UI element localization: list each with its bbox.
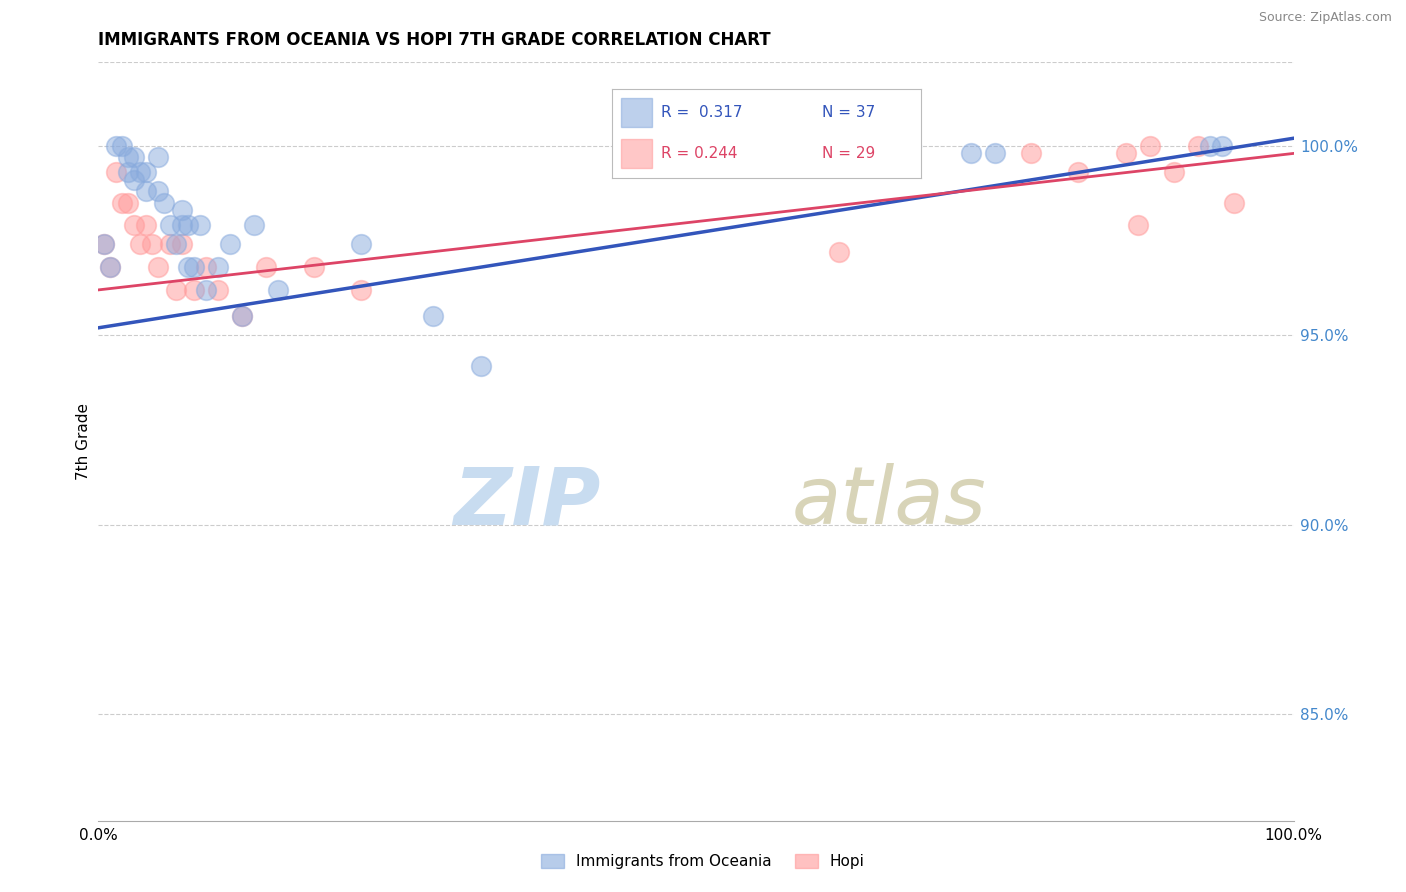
- Point: [1019, 146, 1042, 161]
- Point: [148, 260, 170, 274]
- Text: IMMIGRANTS FROM OCEANIA VS HOPI 7TH GRADE CORRELATION CHART: IMMIGRANTS FROM OCEANIA VS HOPI 7TH GRAD…: [98, 31, 770, 49]
- Point: [105, 138, 128, 153]
- Point: [159, 237, 181, 252]
- Text: N = 29: N = 29: [823, 146, 875, 161]
- Point: [1187, 138, 1209, 153]
- Point: [1128, 219, 1150, 233]
- Point: [141, 237, 163, 252]
- Point: [98, 260, 122, 274]
- Point: [172, 203, 194, 218]
- Point: [93, 237, 115, 252]
- Point: [422, 310, 444, 324]
- Point: [267, 283, 290, 297]
- Point: [1163, 165, 1185, 179]
- Point: [93, 237, 115, 252]
- Point: [302, 260, 325, 274]
- Point: [183, 260, 205, 274]
- Point: [148, 150, 170, 164]
- Point: [105, 165, 128, 179]
- Point: [111, 138, 134, 153]
- Point: [165, 237, 187, 252]
- Point: [172, 219, 194, 233]
- Point: [207, 260, 229, 274]
- Point: [219, 237, 242, 252]
- Point: [183, 283, 205, 297]
- Point: [129, 165, 152, 179]
- Point: [172, 237, 194, 252]
- Point: [828, 244, 851, 259]
- Bar: [621, 98, 652, 127]
- Point: [129, 237, 152, 252]
- Point: [135, 184, 157, 198]
- Point: [98, 260, 122, 274]
- Point: [111, 195, 134, 210]
- Point: [195, 283, 218, 297]
- Point: [195, 260, 218, 274]
- Point: [350, 237, 373, 252]
- Point: [1211, 138, 1233, 153]
- Point: [117, 165, 139, 179]
- Point: [177, 260, 200, 274]
- Point: [231, 310, 253, 324]
- Point: [865, 138, 887, 153]
- Point: [900, 138, 922, 153]
- Point: [117, 150, 139, 164]
- Point: [1115, 146, 1137, 161]
- Point: [1139, 138, 1161, 153]
- Point: [984, 146, 1007, 161]
- Text: ZIP: ZIP: [453, 463, 600, 541]
- Point: [159, 219, 181, 233]
- Point: [135, 165, 157, 179]
- Point: [188, 219, 211, 233]
- Point: [231, 310, 253, 324]
- Point: [960, 146, 983, 161]
- Point: [1199, 138, 1222, 153]
- Bar: [621, 139, 652, 168]
- Text: R = 0.244: R = 0.244: [661, 146, 738, 161]
- Point: [1223, 195, 1246, 210]
- Text: Source: ZipAtlas.com: Source: ZipAtlas.com: [1258, 11, 1392, 24]
- Point: [124, 219, 146, 233]
- Point: [124, 150, 146, 164]
- Text: R =  0.317: R = 0.317: [661, 105, 742, 120]
- Text: atlas: atlas: [792, 463, 987, 541]
- Point: [153, 195, 176, 210]
- Point: [165, 283, 187, 297]
- Point: [243, 219, 266, 233]
- Point: [177, 219, 200, 233]
- Legend: Immigrants from Oceania, Hopi: Immigrants from Oceania, Hopi: [536, 848, 870, 875]
- Point: [207, 283, 229, 297]
- Point: [254, 260, 277, 274]
- Point: [1067, 165, 1090, 179]
- Point: [148, 184, 170, 198]
- Y-axis label: 7th Grade: 7th Grade: [76, 403, 91, 480]
- Point: [470, 359, 492, 373]
- Point: [135, 219, 157, 233]
- Point: [117, 195, 139, 210]
- Point: [124, 173, 146, 187]
- Text: N = 37: N = 37: [823, 105, 875, 120]
- Point: [350, 283, 373, 297]
